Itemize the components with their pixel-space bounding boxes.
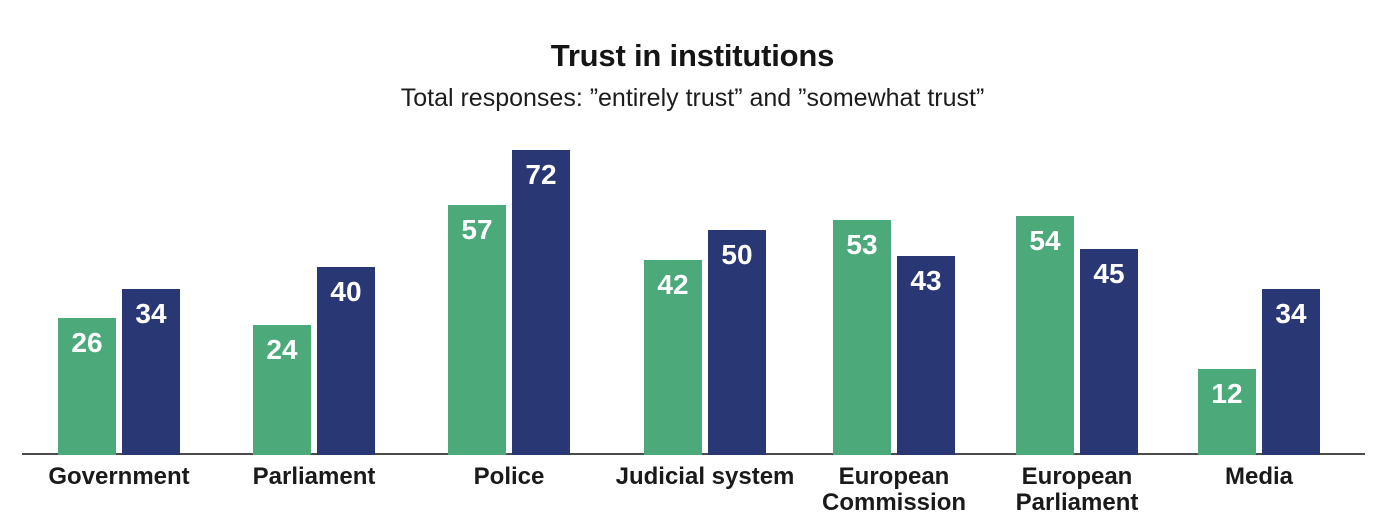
bar-green: 42 [644, 260, 702, 455]
bar-pair: 26 34 [58, 289, 180, 455]
bar-group: 54 45 European Parliament [1016, 216, 1138, 515]
bar-green: 24 [253, 325, 311, 455]
bar-pair: 42 50 [644, 230, 766, 455]
bar-green: 57 [448, 205, 506, 455]
bar-pair: 54 45 [1016, 216, 1138, 455]
bar-navy: 34 [122, 289, 180, 455]
bar-pair: 57 72 [448, 150, 570, 455]
category-label: Parliament [252, 463, 376, 490]
value-label: 42 [657, 269, 689, 300]
bar-green: 54 [1016, 216, 1074, 455]
value-label: 12 [1211, 378, 1243, 409]
category-label: European Commission [821, 463, 967, 516]
bar-navy: 40 [317, 267, 375, 455]
bar-green: 12 [1198, 369, 1256, 455]
value-label: 50 [721, 239, 753, 270]
bar-navy: 72 [512, 150, 570, 455]
chart-subtitle: Total responses: ”entirely trust” and ”s… [400, 84, 985, 112]
category-label: Government [48, 463, 190, 490]
bar-group: 26 34 Government [48, 289, 190, 489]
value-label: 54 [1029, 225, 1061, 256]
bar-navy: 34 [1262, 289, 1320, 455]
value-label: 26 [71, 327, 103, 358]
bar-green: 26 [58, 318, 116, 455]
bar-pair: 53 43 [833, 220, 955, 455]
value-label: 24 [266, 334, 298, 365]
bar-pair: 24 40 [253, 267, 375, 455]
bar-navy: 43 [897, 256, 955, 455]
bar-green: 53 [833, 220, 891, 455]
value-label: 57 [461, 214, 493, 245]
bar-group: 42 50 Judicial system [616, 230, 794, 489]
category-label: Judicial system [615, 463, 795, 490]
category-label: Police [473, 463, 545, 490]
bar-navy: 45 [1080, 249, 1138, 455]
bar-group: 24 40 Parliament [253, 267, 375, 489]
category-label: European Parliament [1015, 463, 1139, 516]
value-label: 45 [1093, 258, 1125, 289]
bar-navy: 50 [708, 230, 766, 455]
value-label: 43 [910, 265, 942, 296]
chart-title: Trust in institutions [550, 38, 835, 73]
value-label: 72 [525, 159, 557, 190]
value-label: 34 [135, 298, 167, 329]
bar-group: 12 34 Media [1198, 289, 1320, 489]
bar-pair: 12 34 [1198, 289, 1320, 455]
value-label: 34 [1275, 298, 1307, 329]
value-label: 40 [330, 276, 362, 307]
category-label: Media [1224, 463, 1294, 490]
bar-group: 57 72 Police [448, 150, 570, 489]
value-label: 53 [846, 229, 878, 260]
bar-group: 53 43 European Commission [822, 220, 966, 515]
